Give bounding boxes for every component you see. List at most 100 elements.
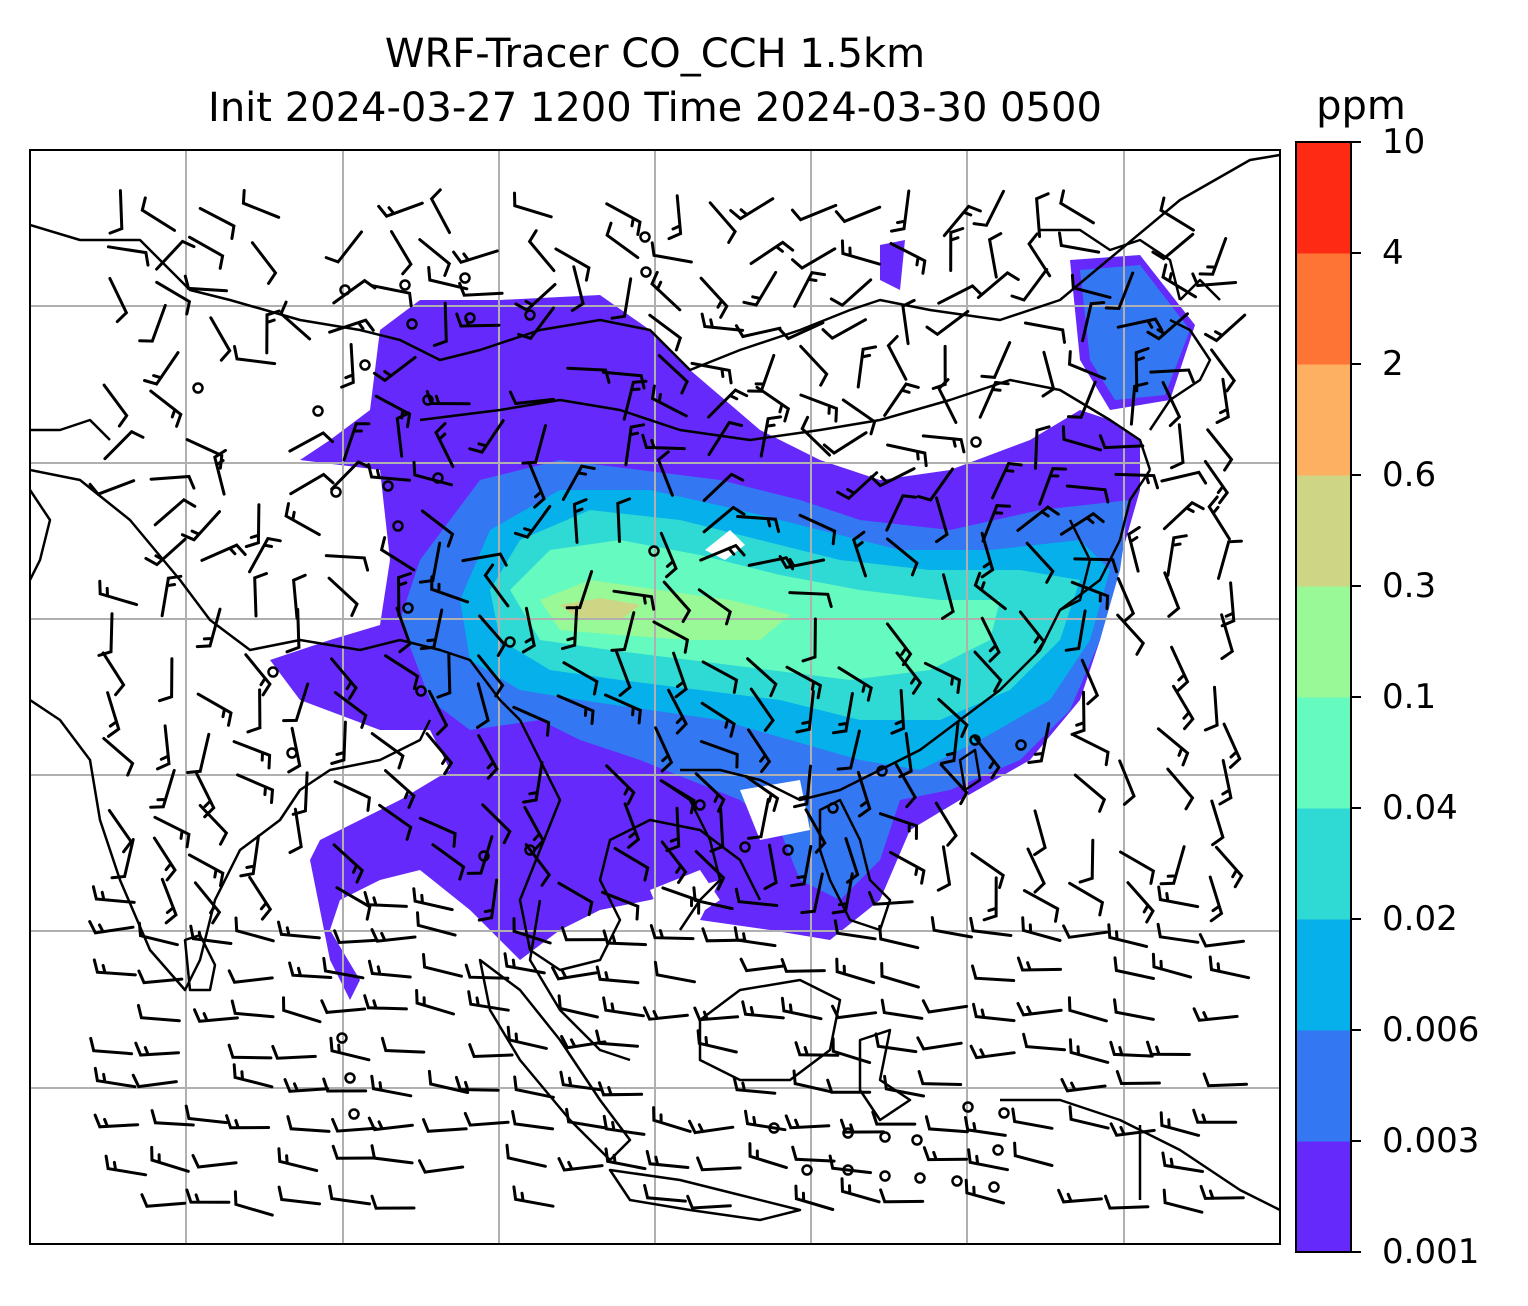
wind-barb — [153, 815, 191, 849]
wind-barb — [277, 1147, 319, 1173]
wind-barb — [463, 1111, 510, 1127]
wind-barb — [1129, 381, 1149, 426]
wind-barb — [799, 393, 839, 423]
northeast-coast — [1040, 228, 1182, 301]
wind-barb — [191, 1154, 238, 1169]
wind-barb — [1109, 1122, 1156, 1137]
wind-barb — [981, 504, 1011, 543]
colorbar-tick-label: 0.02 — [1382, 899, 1458, 939]
wind-barb — [483, 563, 510, 608]
wind-barb — [248, 536, 282, 574]
wind-barb — [800, 872, 824, 915]
colorbar-bin-0.003 — [1296, 1030, 1351, 1142]
wind-barb — [279, 300, 312, 341]
wind-barb — [615, 650, 632, 697]
wind-barb — [605, 202, 642, 236]
wind-barb — [622, 379, 648, 421]
wind-barb — [654, 726, 674, 773]
wind-barb — [930, 916, 973, 939]
wind-barb — [144, 537, 187, 567]
wind-barb — [1210, 348, 1237, 393]
wind-barb — [508, 390, 555, 406]
wind-barb — [1215, 377, 1230, 424]
indochina — [518, 719, 762, 972]
wind-barb — [980, 531, 995, 579]
wind-barb — [429, 188, 451, 234]
calm-marker — [1015, 739, 1027, 751]
wind-barb — [780, 958, 826, 973]
wind-barb — [973, 650, 1003, 693]
wind-barb — [1072, 733, 1110, 767]
calm-marker — [524, 844, 536, 856]
wind-barb — [106, 245, 150, 267]
wind-barb — [987, 232, 1003, 279]
wind-barb — [935, 496, 949, 544]
wind-barb — [454, 1075, 500, 1092]
calm-marker — [879, 1131, 891, 1143]
calm-marker — [402, 602, 414, 614]
wind-barb — [694, 850, 726, 891]
wind-barb — [973, 571, 1007, 611]
wind-barb — [747, 353, 776, 393]
wind-barb — [1156, 922, 1200, 944]
new-guinea — [1000, 1098, 1280, 1212]
wind-barb — [88, 479, 136, 496]
wind-barb — [791, 247, 837, 270]
wind-barb — [395, 606, 412, 654]
wind-barb — [922, 1146, 969, 1162]
wind-barb — [513, 191, 553, 219]
wind-barb — [868, 891, 914, 906]
wind-barb — [103, 429, 145, 461]
wind-barb — [700, 701, 736, 738]
wind-barb — [702, 505, 746, 534]
wind-barb — [653, 960, 696, 984]
wind-barb — [572, 498, 588, 544]
wind-barb — [834, 205, 882, 224]
wind-barb — [700, 312, 745, 332]
wind-barb — [778, 321, 825, 341]
wind-barb — [693, 1006, 740, 1022]
calm-marker — [988, 1181, 1000, 1193]
wind-barb — [707, 388, 749, 419]
wind-barb — [688, 1119, 735, 1135]
wind-barb — [749, 240, 795, 265]
wind-barb — [788, 591, 833, 608]
wind-barb — [186, 732, 211, 774]
wind-barb — [790, 845, 813, 888]
colorbar-bin-2 — [1296, 253, 1351, 365]
wind-barb — [976, 271, 1020, 299]
wind-barb — [894, 762, 917, 809]
wind-barb — [1115, 1070, 1161, 1086]
wind-barb — [418, 816, 457, 848]
wind-barb — [833, 919, 877, 941]
wind-barb — [1159, 845, 1186, 886]
wind-barb — [188, 235, 225, 270]
wind-barb — [253, 572, 268, 618]
colorbar-tick-label: 0.6 — [1382, 455, 1437, 495]
wind-barb — [370, 284, 413, 308]
wind-barb — [378, 803, 413, 841]
wind-barb — [505, 1143, 547, 1168]
wind-barb — [160, 877, 178, 925]
wind-barb — [209, 316, 232, 362]
wind-barb — [610, 277, 633, 320]
wind-barb — [1113, 998, 1155, 1021]
wind-barb — [659, 531, 678, 579]
wind-barb — [265, 309, 281, 355]
wind-barb — [889, 242, 927, 275]
wind-barb — [643, 1184, 687, 1203]
wind-barb — [149, 768, 176, 809]
wind-barb — [193, 881, 222, 925]
wind-barb — [1119, 850, 1156, 885]
colorbar-bin-0.6 — [1296, 364, 1351, 476]
wind-barb — [286, 1115, 331, 1133]
calm-marker — [359, 359, 371, 371]
wind-barb — [377, 201, 424, 218]
wind-barb — [604, 693, 642, 725]
wind-barb — [828, 1154, 872, 1175]
wind-barb — [1126, 881, 1155, 924]
wind-barb — [667, 688, 688, 735]
wind-barb — [513, 504, 552, 539]
wind-barb — [149, 389, 183, 428]
wind-barb — [232, 740, 272, 770]
